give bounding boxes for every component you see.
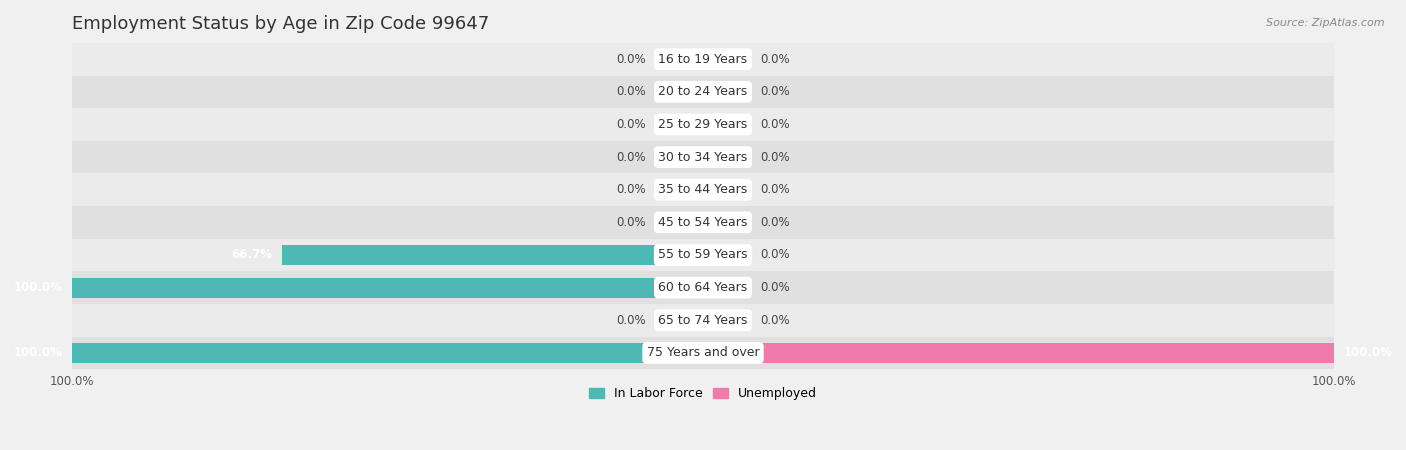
- Bar: [72, 173, 1334, 206]
- Text: 0.0%: 0.0%: [759, 151, 789, 164]
- Bar: [659, 310, 703, 330]
- Text: 25 to 29 Years: 25 to 29 Years: [658, 118, 748, 131]
- Bar: [72, 278, 703, 298]
- Legend: In Labor Force, Unemployed: In Labor Force, Unemployed: [583, 382, 823, 405]
- Text: 66.7%: 66.7%: [232, 248, 273, 261]
- Text: 0.0%: 0.0%: [617, 151, 647, 164]
- Bar: [659, 147, 703, 167]
- Bar: [703, 212, 747, 233]
- Bar: [703, 343, 1334, 363]
- Bar: [659, 180, 703, 200]
- Bar: [72, 43, 1334, 76]
- Text: 75 Years and over: 75 Years and over: [647, 346, 759, 360]
- Bar: [703, 147, 747, 167]
- Bar: [72, 271, 1334, 304]
- Text: 0.0%: 0.0%: [617, 216, 647, 229]
- Text: 0.0%: 0.0%: [759, 183, 789, 196]
- Text: 0.0%: 0.0%: [617, 118, 647, 131]
- Text: 45 to 54 Years: 45 to 54 Years: [658, 216, 748, 229]
- Text: 100.0%: 100.0%: [1343, 346, 1392, 360]
- Text: 0.0%: 0.0%: [617, 86, 647, 99]
- Bar: [659, 49, 703, 69]
- Bar: [659, 114, 703, 135]
- Text: 0.0%: 0.0%: [759, 118, 789, 131]
- Bar: [703, 82, 747, 102]
- Text: 0.0%: 0.0%: [759, 314, 789, 327]
- Bar: [72, 304, 1334, 337]
- Text: 55 to 59 Years: 55 to 59 Years: [658, 248, 748, 261]
- Text: 30 to 34 Years: 30 to 34 Years: [658, 151, 748, 164]
- Text: 0.0%: 0.0%: [617, 314, 647, 327]
- Text: 0.0%: 0.0%: [759, 281, 789, 294]
- Bar: [703, 245, 747, 265]
- Bar: [703, 278, 747, 298]
- Bar: [659, 82, 703, 102]
- Bar: [72, 206, 1334, 238]
- Bar: [72, 343, 703, 363]
- Text: Source: ZipAtlas.com: Source: ZipAtlas.com: [1267, 18, 1385, 28]
- Text: 20 to 24 Years: 20 to 24 Years: [658, 86, 748, 99]
- Bar: [703, 114, 747, 135]
- Text: 0.0%: 0.0%: [759, 248, 789, 261]
- Text: 0.0%: 0.0%: [759, 86, 789, 99]
- Bar: [703, 180, 747, 200]
- Bar: [72, 141, 1334, 173]
- Text: 65 to 74 Years: 65 to 74 Years: [658, 314, 748, 327]
- Text: 0.0%: 0.0%: [617, 183, 647, 196]
- Text: 0.0%: 0.0%: [759, 53, 789, 66]
- Text: 60 to 64 Years: 60 to 64 Years: [658, 281, 748, 294]
- Bar: [659, 212, 703, 233]
- Bar: [703, 310, 747, 330]
- Text: 35 to 44 Years: 35 to 44 Years: [658, 183, 748, 196]
- Text: Employment Status by Age in Zip Code 99647: Employment Status by Age in Zip Code 996…: [72, 15, 489, 33]
- Bar: [72, 238, 1334, 271]
- Text: 100.0%: 100.0%: [14, 346, 63, 360]
- Bar: [72, 76, 1334, 108]
- Bar: [72, 337, 1334, 369]
- Text: 0.0%: 0.0%: [617, 53, 647, 66]
- Text: 100.0%: 100.0%: [14, 281, 63, 294]
- Bar: [283, 245, 703, 265]
- Text: 16 to 19 Years: 16 to 19 Years: [658, 53, 748, 66]
- Bar: [72, 108, 1334, 141]
- Text: 0.0%: 0.0%: [759, 216, 789, 229]
- Bar: [703, 49, 747, 69]
